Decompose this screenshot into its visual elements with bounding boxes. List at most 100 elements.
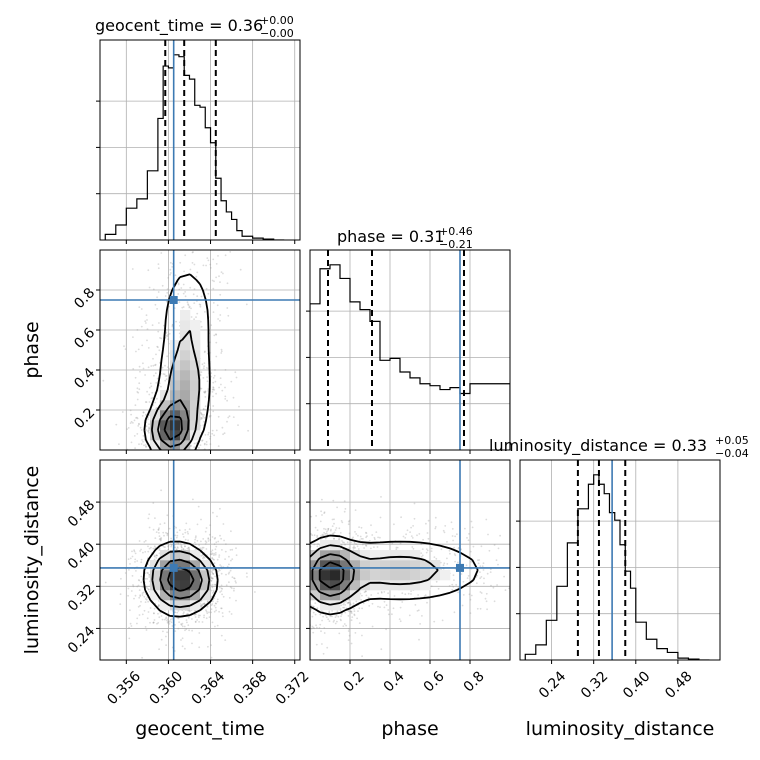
sample-point bbox=[199, 320, 202, 323]
sample-point bbox=[215, 541, 218, 544]
sample-point bbox=[246, 576, 248, 578]
sample-point bbox=[295, 575, 297, 577]
sample-point bbox=[223, 432, 226, 435]
sample-point bbox=[170, 621, 173, 624]
sample-point bbox=[158, 604, 161, 607]
sample-point bbox=[328, 610, 331, 613]
sample-point bbox=[183, 611, 185, 613]
sample-point bbox=[559, 542, 561, 544]
sample-point bbox=[302, 576, 304, 578]
sample-point bbox=[344, 508, 347, 510]
sample-point bbox=[208, 616, 211, 618]
sample-point bbox=[119, 593, 122, 596]
sample-point bbox=[290, 607, 292, 609]
sample-point bbox=[171, 325, 174, 328]
sample-point bbox=[184, 531, 187, 534]
sample-point bbox=[193, 288, 196, 290]
sample-point bbox=[377, 592, 379, 595]
sample-point bbox=[306, 590, 308, 592]
sample-point bbox=[188, 306, 191, 309]
sample-point bbox=[237, 424, 239, 426]
sample-point bbox=[132, 584, 134, 586]
sample-point bbox=[383, 591, 386, 593]
sample-point bbox=[146, 319, 148, 321]
sample-point bbox=[131, 555, 134, 558]
sample-point bbox=[145, 413, 147, 416]
sample-point bbox=[368, 539, 371, 542]
sample-point bbox=[158, 552, 161, 555]
sample-point bbox=[158, 408, 161, 411]
sample-point bbox=[324, 533, 327, 535]
sample-point bbox=[213, 552, 216, 555]
sample-point bbox=[351, 537, 354, 540]
sample-point bbox=[200, 604, 203, 607]
sample-point bbox=[355, 600, 358, 603]
sample-point bbox=[165, 644, 168, 646]
sample-point bbox=[225, 584, 228, 587]
sample-point bbox=[149, 607, 152, 609]
sample-point bbox=[479, 565, 482, 568]
title-luminosity-distance-main: luminosity_distance = 0.33 bbox=[489, 436, 707, 456]
sample-point bbox=[285, 554, 287, 556]
sample-point bbox=[321, 643, 323, 645]
sample-point bbox=[301, 573, 303, 575]
sample-point bbox=[214, 548, 217, 551]
sample-point bbox=[185, 231, 187, 233]
sample-point bbox=[142, 551, 144, 554]
sample-point bbox=[193, 610, 196, 612]
sample-point bbox=[305, 600, 307, 602]
sample-point bbox=[306, 552, 308, 554]
sample-point bbox=[146, 465, 148, 467]
sample-point bbox=[206, 380, 209, 383]
sample-point bbox=[523, 531, 525, 533]
contour-geocent-time-vs-phase-3 bbox=[163, 415, 183, 441]
contour-phase-vs-luminosity-distance-1 bbox=[310, 544, 439, 606]
sample-point bbox=[202, 424, 205, 426]
sample-point bbox=[200, 387, 203, 390]
density-cell bbox=[160, 600, 171, 611]
sample-point bbox=[184, 545, 186, 548]
sample-point bbox=[333, 531, 336, 534]
sample-point bbox=[266, 561, 268, 563]
sample-point bbox=[298, 625, 300, 627]
density-cell bbox=[150, 590, 161, 601]
sample-point bbox=[165, 617, 167, 620]
sample-point bbox=[298, 565, 300, 567]
sample-point bbox=[368, 605, 371, 607]
sample-point bbox=[324, 528, 327, 531]
sample-point bbox=[199, 547, 202, 550]
sample-point bbox=[213, 543, 216, 546]
sample-point bbox=[138, 422, 140, 425]
sample-point bbox=[271, 551, 273, 553]
sample-point bbox=[214, 602, 217, 605]
sample-point bbox=[177, 452, 179, 454]
sample-point bbox=[137, 584, 140, 587]
sample-point bbox=[407, 592, 410, 595]
sample-point bbox=[185, 451, 187, 453]
sample-point bbox=[272, 547, 274, 549]
ytick-label-phase-1: 0.4 bbox=[71, 365, 98, 392]
sample-point bbox=[343, 500, 346, 503]
sample-point bbox=[301, 550, 303, 552]
sample-point bbox=[162, 373, 165, 375]
sample-point bbox=[182, 548, 185, 550]
sample-point bbox=[470, 520, 473, 523]
density-cell bbox=[370, 550, 381, 561]
sample-point bbox=[146, 468, 148, 470]
density-cell bbox=[170, 580, 181, 591]
density-cell bbox=[180, 440, 191, 450]
sample-point bbox=[142, 591, 145, 594]
sample-point bbox=[301, 568, 303, 570]
sample-point bbox=[205, 264, 208, 267]
sample-point bbox=[175, 225, 177, 227]
sample-point bbox=[203, 442, 206, 445]
sample-point bbox=[201, 603, 204, 606]
sample-point bbox=[184, 462, 186, 464]
sample-point bbox=[129, 609, 131, 612]
xtick-label-phase-0: 0.2 bbox=[341, 668, 368, 695]
sample-point bbox=[138, 306, 141, 308]
sample-point bbox=[402, 535, 405, 538]
sample-point bbox=[138, 382, 141, 385]
sample-point bbox=[485, 600, 488, 603]
sample-point bbox=[371, 625, 374, 628]
